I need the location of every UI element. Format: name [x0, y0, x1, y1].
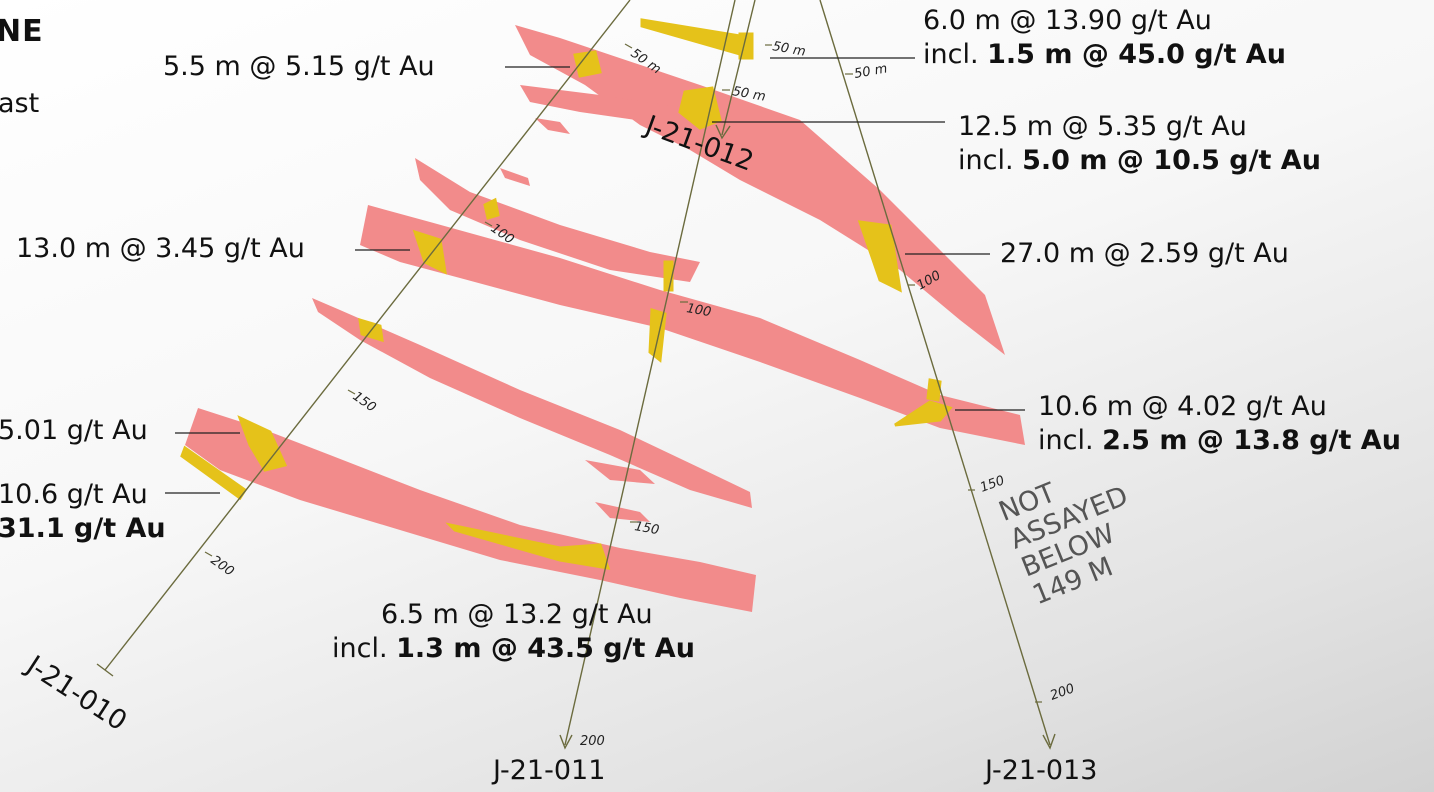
intercept-main: 12.5 m @ 5.35 g/t Au: [958, 111, 1247, 142]
vein-zone: [360, 205, 1025, 445]
intercept-label-j21011-top: 12.5 m @ 5.35 g/t Au incl. 5.0 m @ 10.5 …: [958, 110, 1321, 178]
depth-tick-label: 100: [685, 301, 712, 320]
intercept-incl: 5.0 m @ 10.5 g/t Au: [1022, 145, 1321, 176]
depth-tick-label: 50 m: [853, 61, 888, 82]
intercept-incl: 2.5 m @ 13.8 g/t Au: [1102, 425, 1401, 456]
drillhole-label-j21011: J-21-011: [493, 755, 606, 786]
gold-zone: [926, 378, 942, 402]
intercept-main: 6.0 m @ 13.90 g/t Au: [923, 5, 1212, 36]
drillhole-trace-j21013: [819, 0, 1051, 746]
intercept-label-j21013-mid: 27.0 m @ 2.59 g/t Au: [1000, 237, 1289, 271]
vein-zone: [585, 460, 655, 484]
intercept-main: 10.6 g/t Au: [0, 479, 148, 510]
depth-tick-label: 150: [978, 473, 1006, 496]
intercept-incl-prefix: incl.: [1038, 425, 1103, 456]
drillhole-label-j21013: J-21-013: [985, 755, 1098, 786]
intercept-incl-prefix: incl.: [923, 39, 988, 70]
depth-tick-label: 200: [208, 553, 237, 580]
gold-zone: [445, 522, 611, 570]
vein-zone: [500, 168, 530, 186]
gold-zone: [640, 18, 751, 56]
drillhole-trace-j21011: [564, 0, 736, 746]
intercept-main: 5.5 m @ 5.15 g/t Au: [163, 51, 435, 82]
arrowhead: [1042, 733, 1056, 750]
section-subtitle: ast: [0, 88, 40, 119]
intercept-incl-prefix: incl.: [332, 633, 397, 664]
intercept-main: 27.0 m @ 2.59 g/t Au: [1000, 238, 1289, 269]
vein-zone: [312, 298, 752, 508]
drillhole-trace-end-cap: [96, 663, 114, 677]
vein-zone: [535, 118, 570, 134]
intercept-label-j21010-low: 5.01 g/t Au: [0, 414, 148, 448]
intercept-label-j21012-upper: 6.0 m @ 13.90 g/t Au incl. 1.5 m @ 45.0 …: [923, 4, 1286, 72]
intercept-label-j21011-bottom: 6.5 m @ 13.2 g/t Au incl. 1.3 m @ 43.5 g…: [332, 598, 695, 666]
depth-tick-label: 150: [633, 519, 660, 538]
intercept-incl-prefix: incl.: [958, 145, 1023, 176]
drillhole-trace-j21010: [104, 0, 631, 671]
intercept-label-j21010-mid: 13.0 m @ 3.45 g/t Au: [16, 232, 305, 266]
intercept-incl: 31.1 g/t Au: [0, 513, 166, 544]
intercept-main: 5.01 g/t Au: [0, 415, 148, 446]
gold-zone: [237, 415, 288, 472]
intercept-incl: 1.3 m @ 43.5 g/t Au: [396, 633, 695, 664]
vein-zone: [185, 408, 756, 612]
section-title: NE: [0, 14, 44, 49]
gold-zone: [678, 86, 722, 130]
vein-zone: [415, 158, 700, 282]
vein-zones: [185, 25, 1025, 612]
depth-tick-label: 50 m: [771, 39, 806, 60]
gold-zone: [857, 220, 902, 293]
vein-zone: [595, 502, 650, 522]
gold-zone: [663, 260, 674, 292]
gold-zone: [573, 50, 602, 78]
intercept-label-j21010-top: 5.5 m @ 5.15 g/t Au: [163, 50, 435, 84]
leader-lines: [165, 57, 1025, 494]
gold-zone: [412, 229, 447, 275]
gold-zone: [483, 197, 500, 220]
drillhole-trace-j21012: [721, 0, 756, 136]
depth-ticks: [204, 43, 1042, 703]
depth-tick-label: 50 m: [731, 84, 766, 105]
depth-tick-label: 200: [580, 734, 605, 749]
gold-zone: [894, 400, 953, 427]
intercept-label-j21010-bottom: 10.6 g/t Au 31.1 g/t Au: [0, 478, 166, 546]
intercept-main: 6.5 m @ 13.2 g/t Au: [381, 599, 653, 630]
intercept-label-j21013-low: 10.6 m @ 4.02 g/t Au incl. 2.5 m @ 13.8 …: [1038, 390, 1401, 458]
depth-tick-label: 200: [1048, 681, 1076, 704]
vein-zone: [520, 85, 725, 128]
intercept-main: 10.6 m @ 4.02 g/t Au: [1038, 391, 1327, 422]
drill-traces: [96, 0, 1056, 750]
intercept-incl: 1.5 m @ 45.0 g/t Au: [987, 39, 1286, 70]
arrowhead: [559, 734, 573, 750]
arrowhead: [715, 124, 731, 140]
intercept-main: 13.0 m @ 3.45 g/t Au: [16, 233, 305, 264]
